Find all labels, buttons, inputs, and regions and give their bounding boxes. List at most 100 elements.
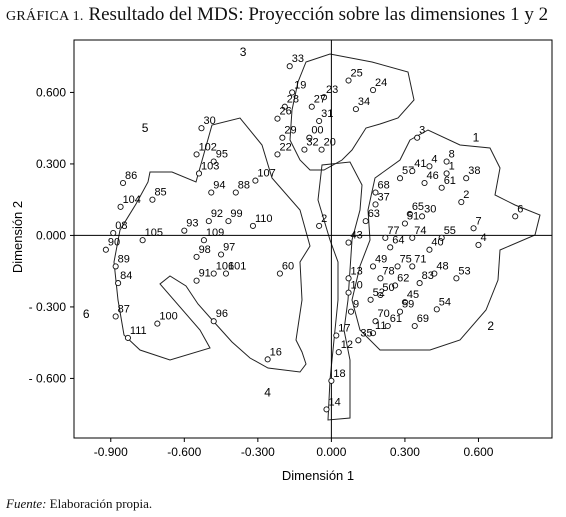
y-tick-label: - 0.600 [29,371,67,385]
data-point [316,222,323,229]
data-point-label: 32 [306,137,318,149]
data-point [110,229,117,237]
data-point [286,63,293,70]
data-point-label: 4 [480,232,486,244]
data-point [252,177,259,184]
data-point [352,106,359,113]
data-point [411,322,418,330]
data-point-label: 41 [414,158,426,170]
data-point [409,263,416,270]
data-point-label: 18 [333,368,345,380]
data-point-label: 13 [351,265,363,277]
data-point-label: 65 [412,201,424,213]
data-point [115,280,122,287]
data-point [370,330,377,337]
data-point-label: 98 [199,244,211,256]
data-point [274,151,281,158]
data-point-label: 109 [206,227,224,239]
data-point-label: 30 [424,203,436,215]
data-point-label: 11 [375,320,386,332]
y-tick-label: 0.300 [36,157,66,171]
data-point [409,234,416,241]
data-point-label: 86 [125,170,137,182]
data-point [370,86,377,94]
data-point [102,246,109,253]
data-point-label: 4 [431,153,437,165]
x-tick-label: -0.300 [241,445,275,459]
x-tick-label: -0.600 [167,445,201,459]
data-point-label: 85 [154,187,166,199]
data-point [333,332,340,339]
data-point [382,234,389,241]
data-point-label: 53 [458,265,470,277]
data-point [198,125,205,132]
data-point [355,337,362,344]
data-point [200,237,207,244]
data-point-label: 106 [216,261,234,273]
data-point [367,296,374,303]
data-point-label: 1 [449,160,455,172]
data-point [387,244,394,251]
data-point-label: 61 [390,313,402,325]
plot-frame [73,39,553,439]
x-tick-label: 0.300 [390,445,420,459]
data-point-label: 97 [223,241,235,253]
data-point [345,239,352,246]
data-point-label: 24 [375,77,387,89]
data-point-label: 83 [422,270,434,282]
data-point-label: 101 [228,261,246,273]
data-point-label: 61 [444,175,456,187]
data-point-label: 26 [279,106,291,118]
data-point [279,134,286,141]
data-point [301,146,308,153]
data-point-label: 28 [287,94,299,106]
data-point-label: 64 [392,234,404,246]
data-point [453,275,460,282]
data-point [205,218,212,225]
data-point-label: 17 [338,323,350,335]
data-point-label: 105 [145,227,163,239]
data-point [222,270,230,277]
title-prefix: GRÁFICA 1. [6,9,84,24]
data-point [308,103,315,110]
data-point [372,201,379,208]
data-point [394,263,401,270]
data-point-label: 08 [115,220,127,232]
region-label: 6 [83,307,90,321]
data-point [119,179,127,187]
region-label: 1 [473,131,480,145]
data-point-label: 107 [257,168,275,180]
x-tick-label: 0.000 [316,445,346,459]
data-point-label: 2 [321,213,327,225]
data-point [124,334,131,341]
region-label: 3 [240,45,247,59]
data-point [419,213,426,220]
y-tick-label: - 0.300 [29,300,67,314]
data-point-label: 00 [311,125,323,137]
data-point-label: 43 [351,230,363,242]
data-point-label: 29 [284,125,296,137]
data-point-label: 48 [436,261,448,273]
data-point [210,318,217,325]
data-point [276,270,283,277]
data-point-label: 7 [476,215,482,227]
axes [70,39,553,442]
x-axis-label: Dimensión 1 [282,468,354,483]
data-point-label: 96 [216,308,228,320]
data-point-label: 9 [353,299,359,311]
data-point-label: 38 [468,165,480,177]
data-point [328,377,335,384]
data-point-label: 88 [238,180,250,192]
data-point [193,277,200,284]
data-point [433,306,440,313]
data-point-label: 69 [417,313,429,325]
data-point-label: 77 [387,225,399,237]
y-axis-label: Dimensión 2 [10,201,25,273]
data-point [438,234,445,241]
source-text: Elaboración propia. [49,496,153,511]
data-point [443,170,450,177]
data-point [193,253,200,260]
data-point-label: 30 [203,115,215,127]
data-point [470,225,477,232]
